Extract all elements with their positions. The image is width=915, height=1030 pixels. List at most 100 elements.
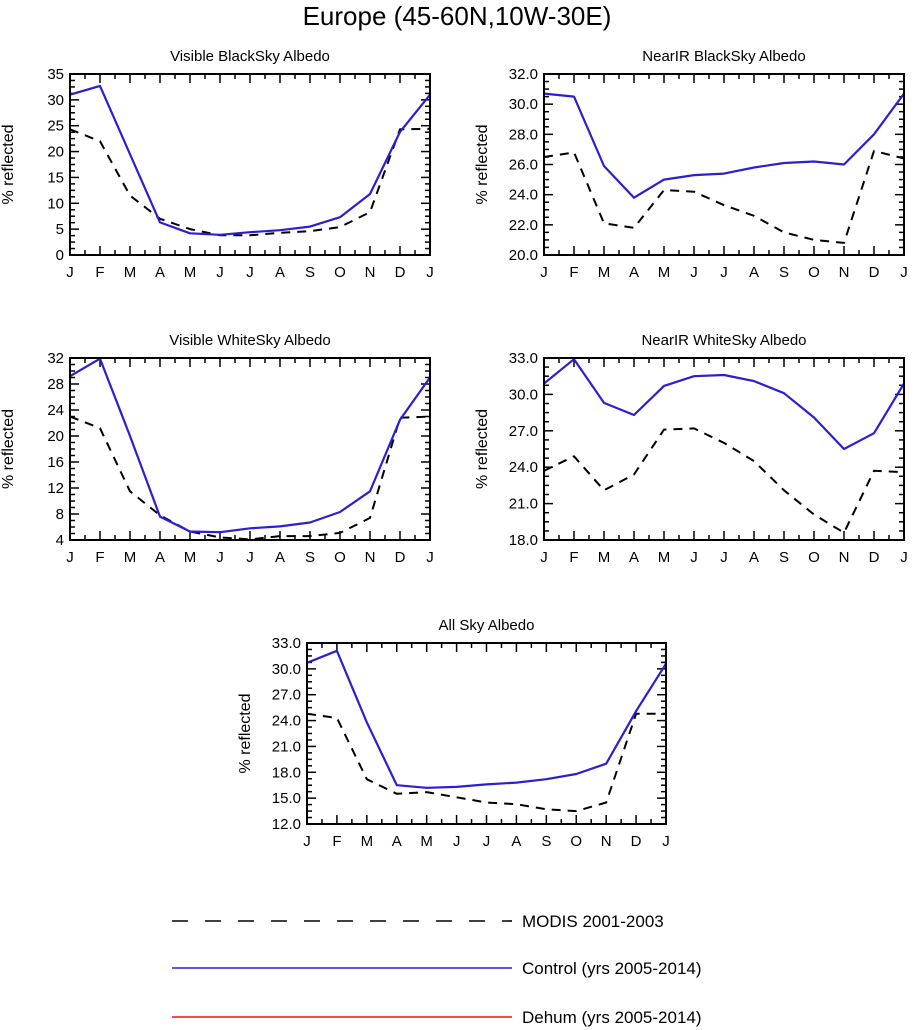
y-tick-label: 26.0 bbox=[509, 157, 538, 174]
x-tick-label: D bbox=[869, 549, 880, 566]
y-tick-label: 16 bbox=[47, 454, 64, 471]
y-tick-label: 24 bbox=[47, 402, 64, 419]
plot-frame bbox=[306, 642, 667, 825]
y-tick-label: 20.0 bbox=[509, 247, 538, 264]
x-tick-label: J bbox=[540, 549, 548, 566]
y-tick-label: 22.0 bbox=[509, 217, 538, 234]
series-line-control bbox=[544, 92, 904, 199]
panel-3: Visible WhiteSky Albedo % reflected J F M A M J… bbox=[0, 332, 434, 566]
x-tick-label: J bbox=[540, 264, 548, 281]
x-tick-label: M bbox=[658, 549, 671, 566]
y-tick-label: 21.0 bbox=[272, 738, 301, 755]
x-tick-label: D bbox=[395, 549, 406, 566]
y-tick-label: 4 bbox=[56, 532, 64, 549]
x-tick-label: A bbox=[629, 264, 639, 281]
x-tick-label: M bbox=[361, 833, 374, 850]
x-tick-label: D bbox=[395, 264, 406, 281]
x-tick-label: O bbox=[808, 549, 820, 566]
x-tick-label: M bbox=[124, 549, 137, 566]
y-tick-label: 0 bbox=[56, 247, 64, 264]
series-line-control bbox=[70, 358, 430, 534]
y-tick-label: 10 bbox=[47, 195, 64, 212]
x-tick-label: F bbox=[95, 549, 104, 566]
x-tick-label: O bbox=[334, 549, 346, 566]
x-tick-label: A bbox=[749, 549, 759, 566]
x-tick-label: N bbox=[601, 833, 612, 850]
y-tick-label: 12 bbox=[47, 480, 64, 497]
x-tick-label: J bbox=[720, 549, 728, 566]
panel-title: Visible WhiteSky Albedo bbox=[169, 332, 330, 349]
panel-1: Visible BlackSky Albedo % reflected J F M A M J… bbox=[0, 48, 434, 281]
series-line-modis bbox=[307, 712, 666, 813]
y-tick-label: 33.0 bbox=[509, 350, 538, 367]
x-tick-label: J bbox=[66, 264, 74, 281]
x-tick-label: A bbox=[275, 549, 285, 566]
panel-4: NearIR WhiteSky Albedo % reflected J F M A M J J… bbox=[474, 332, 908, 566]
x-tick-label: A bbox=[629, 549, 639, 566]
y-tick-label: 20 bbox=[47, 428, 64, 445]
y-tick-label: 30.0 bbox=[509, 96, 538, 113]
x-tick-label: D bbox=[869, 264, 880, 281]
panel-title: All Sky Albedo bbox=[439, 617, 535, 634]
y-tick-label: 15 bbox=[47, 169, 64, 186]
x-tick-label: F bbox=[332, 833, 341, 850]
y-tick-label: 18.0 bbox=[509, 532, 538, 549]
x-tick-label: J bbox=[662, 833, 670, 850]
x-tick-label: J bbox=[690, 264, 698, 281]
x-tick-label: A bbox=[155, 549, 165, 566]
x-tick-label: N bbox=[839, 549, 850, 566]
x-tick-label: M bbox=[598, 264, 611, 281]
x-tick-label: S bbox=[305, 264, 315, 281]
plot-frame bbox=[543, 73, 905, 256]
y-tick-label: 20 bbox=[47, 144, 64, 161]
x-tick-label: A bbox=[155, 264, 165, 281]
x-tick-label: F bbox=[569, 264, 578, 281]
x-tick-label: A bbox=[749, 264, 759, 281]
legend-label-2: Control (yrs 2005-2014) bbox=[522, 959, 702, 978]
x-tick-label: M bbox=[124, 264, 137, 281]
x-tick-label: M bbox=[420, 833, 433, 850]
x-tick-label: J bbox=[900, 549, 908, 566]
y-axis-label: % reflected bbox=[474, 409, 491, 489]
x-tick-label: J bbox=[216, 549, 224, 566]
y-tick-label: 30.0 bbox=[509, 386, 538, 403]
y-tick-label: 8 bbox=[56, 506, 64, 523]
y-tick-label: 5 bbox=[56, 221, 64, 238]
y-axis-label: % reflected bbox=[474, 124, 491, 204]
legend-label-3: Dehum (yrs 2005-2014) bbox=[522, 1008, 702, 1027]
x-tick-label: J bbox=[453, 833, 461, 850]
panels: Visible BlackSky Albedo % reflected J F M A M J… bbox=[0, 48, 908, 850]
x-tick-label: O bbox=[808, 264, 820, 281]
legend-label-1: MODIS 2001-2003 bbox=[522, 912, 664, 931]
x-tick-label: N bbox=[365, 549, 376, 566]
panel-title: Visible BlackSky Albedo bbox=[170, 48, 330, 65]
x-tick-label: O bbox=[334, 264, 346, 281]
x-tick-label: N bbox=[839, 264, 850, 281]
x-tick-label: N bbox=[365, 264, 376, 281]
x-tick-label: J bbox=[720, 264, 728, 281]
series-group bbox=[544, 92, 904, 244]
x-tick-label: J bbox=[66, 549, 74, 566]
x-tick-label: J bbox=[216, 264, 224, 281]
x-tick-label: J bbox=[483, 833, 491, 850]
x-tick-label: M bbox=[184, 264, 197, 281]
x-tick-label: A bbox=[511, 833, 521, 850]
figure-title: Europe (45-60N,10W-30E) bbox=[303, 1, 612, 31]
plot-frame bbox=[69, 357, 431, 541]
series-group bbox=[307, 649, 666, 813]
series-line-control bbox=[544, 358, 904, 451]
x-tick-label: S bbox=[779, 549, 789, 566]
series-line-modis bbox=[70, 127, 430, 237]
y-tick-label: 35 bbox=[47, 66, 64, 83]
x-tick-label: M bbox=[598, 549, 611, 566]
series-line-modis bbox=[544, 427, 904, 534]
y-tick-label: 21.0 bbox=[509, 496, 538, 513]
x-tick-label: J bbox=[690, 549, 698, 566]
y-tick-label: 25 bbox=[47, 118, 64, 135]
y-tick-label: 28.0 bbox=[509, 126, 538, 143]
y-tick-label: 30 bbox=[47, 92, 64, 109]
y-tick-label: 33.0 bbox=[272, 635, 301, 652]
y-axis-label: % reflected bbox=[0, 409, 17, 489]
